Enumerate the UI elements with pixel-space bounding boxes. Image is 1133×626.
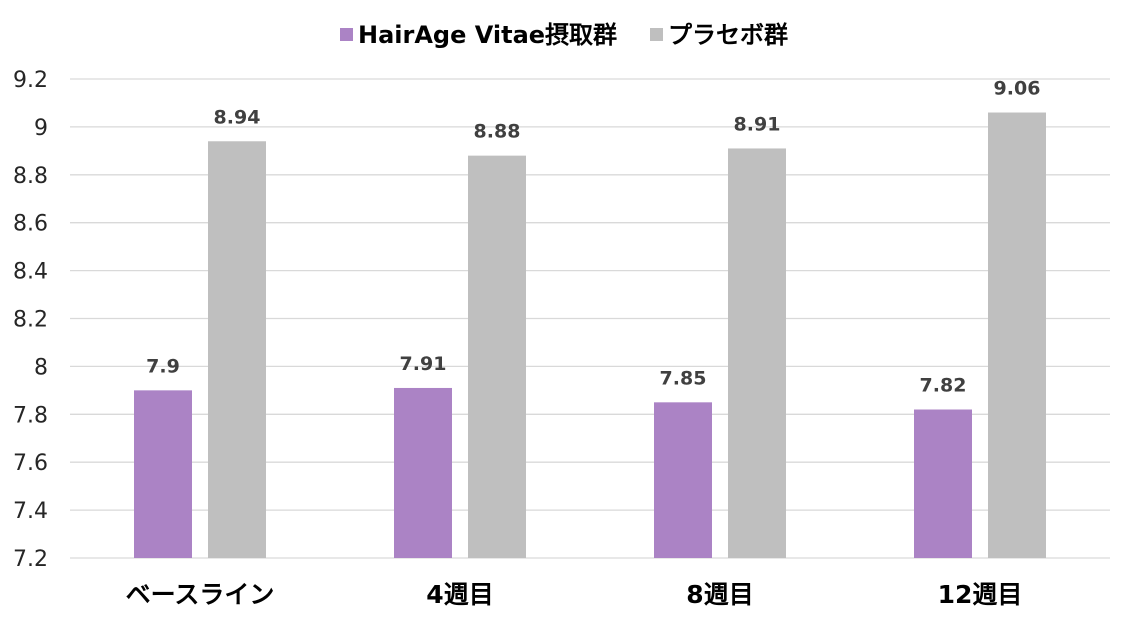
data-label: 7.82 bbox=[920, 375, 967, 397]
y-tick-label: 8.6 bbox=[13, 212, 48, 237]
y-tick-label: 8 bbox=[34, 355, 48, 380]
data-label: 8.94 bbox=[214, 106, 261, 128]
data-label: 7.9 bbox=[146, 355, 180, 377]
legend-swatch-series-2 bbox=[650, 28, 663, 41]
bar-series-1 bbox=[914, 409, 972, 558]
data-label: 8.91 bbox=[734, 113, 781, 135]
bar-series-2 bbox=[728, 148, 786, 558]
bar-series-1 bbox=[134, 390, 192, 558]
bar-series-1 bbox=[394, 387, 452, 558]
x-category-label: ベースライン bbox=[126, 580, 275, 609]
data-label: 7.85 bbox=[660, 367, 707, 389]
y-tick-label: 7.4 bbox=[13, 499, 48, 524]
x-category-label: 12週目 bbox=[938, 580, 1023, 609]
y-tick-label: 7.6 bbox=[13, 451, 48, 476]
legend-swatch-series-1 bbox=[340, 28, 353, 41]
data-label: 7.91 bbox=[400, 353, 447, 375]
y-tick-label: 8.8 bbox=[13, 164, 48, 189]
y-tick-label: 8.4 bbox=[13, 260, 48, 285]
bar-series-2 bbox=[208, 141, 266, 558]
y-tick-label: 7.2 bbox=[13, 547, 48, 572]
bar-series-2 bbox=[468, 155, 526, 558]
y-tick-label: 8.2 bbox=[13, 308, 48, 333]
x-category-label: 8週目 bbox=[686, 580, 753, 609]
bar-series-2 bbox=[988, 112, 1046, 558]
legend: HairAge Vitae摂取群 プラセボ群 bbox=[340, 21, 788, 49]
bar-series-1 bbox=[654, 402, 712, 558]
y-axis: 7.2 7.4 7.6 7.8 8 8.2 8.4 8.6 8.8 9 9.2 bbox=[13, 68, 48, 572]
y-tick-label: 9 bbox=[34, 116, 48, 141]
x-axis: ベースライン 4週目 8週目 12週目 bbox=[126, 580, 1023, 609]
bars bbox=[134, 112, 1046, 558]
y-tick-label: 7.8 bbox=[13, 403, 48, 428]
legend-label-series-2: プラセボ群 bbox=[668, 21, 788, 49]
data-label: 9.06 bbox=[994, 78, 1041, 100]
x-category-label: 4週目 bbox=[426, 580, 493, 609]
data-label: 8.88 bbox=[474, 121, 521, 143]
legend-label-series-1: HairAge Vitae摂取群 bbox=[358, 21, 617, 49]
y-tick-label: 9.2 bbox=[13, 68, 48, 93]
data-labels: 7.9 8.94 7.91 8.88 7.85 8.91 7.82 9.06 bbox=[146, 78, 1040, 397]
